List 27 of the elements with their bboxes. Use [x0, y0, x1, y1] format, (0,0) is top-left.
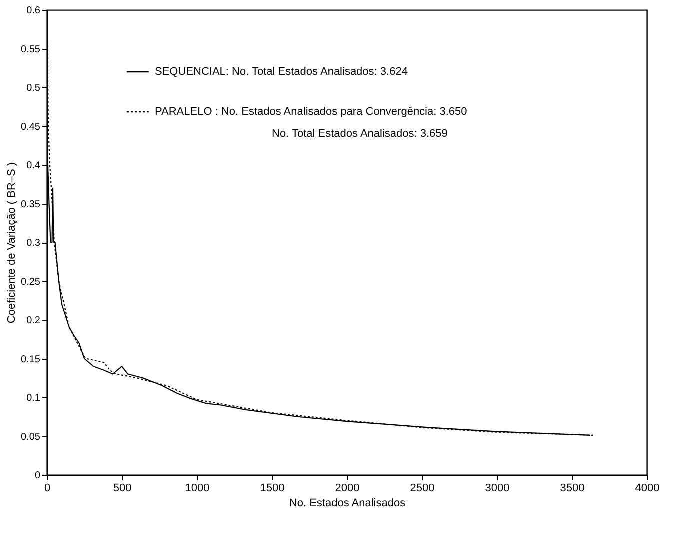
y-tick-label: 0.25	[21, 276, 41, 288]
y-tick-label: 0.55	[21, 44, 41, 56]
annotation: No. Total Estados Analisados: 3.659	[272, 128, 448, 140]
x-tick-label: 1500	[260, 482, 285, 494]
y-tick-label: 0.45	[21, 122, 41, 133]
y-tick-label: 0.15	[21, 354, 41, 366]
y-tick-label: 0	[34, 470, 41, 482]
x-tick-label: 4000	[635, 482, 660, 494]
x-tick-label: 1000	[185, 482, 210, 494]
y-tick-label: 0.05	[21, 432, 41, 443]
x-tick-label: 2000	[335, 482, 360, 494]
y-tick-label: 0.4	[26, 160, 41, 172]
y-tick-label: 0.1	[26, 393, 41, 404]
legend-label: PARALELO : No. Estados Analisados para Convergência: 3.650	[155, 106, 468, 118]
y-tick-label: 0.6	[26, 6, 41, 16]
x-tick-label: 0	[44, 482, 51, 494]
x-axis-title: No. Estados Analisados	[289, 498, 406, 510]
y-tick-label: 0.2	[26, 316, 41, 326]
y-tick-label: 0.5	[26, 83, 41, 94]
y-tick-label: 0.35	[21, 199, 41, 210]
legend-label: SEQUENCIAL: No. Total Estados Analisados: 3.624	[155, 66, 408, 78]
x-tick-label: 500	[113, 482, 132, 494]
y-axis-title: Coeficiente de Variação ( BR–S )	[6, 162, 18, 324]
x-tick-label: 3000	[485, 482, 510, 494]
y-tick-label: 0.3	[26, 238, 41, 249]
x-tick-label: 3500	[560, 482, 585, 494]
x-tick-label: 2500	[410, 482, 435, 494]
